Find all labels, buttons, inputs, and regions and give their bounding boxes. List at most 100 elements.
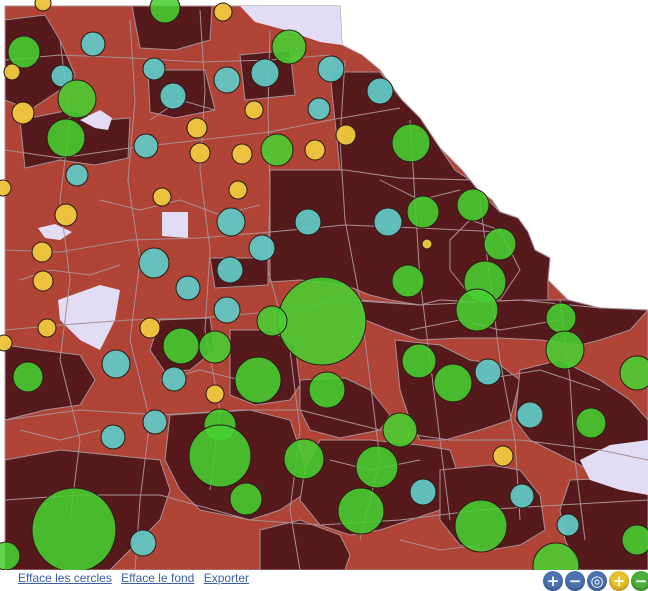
green-circle-marker[interactable] [277, 276, 367, 366]
green-circle-marker[interactable] [545, 330, 585, 370]
yellow-circle-marker[interactable] [152, 187, 172, 207]
proportional-circles[interactable] [0, 0, 648, 570]
plus-icon[interactable]: + [543, 571, 563, 591]
target-icon[interactable]: ◎ [587, 571, 607, 591]
green-circle-marker[interactable] [391, 123, 431, 163]
footer-links: Efface les cercles Efface le fond Export… [18, 571, 255, 585]
green-circle-marker[interactable] [433, 363, 473, 403]
yellow-circle-marker[interactable] [0, 179, 12, 197]
yellow-circle-marker[interactable] [32, 270, 54, 292]
map-canvas[interactable] [0, 0, 648, 570]
cyan-circle-marker[interactable] [80, 31, 106, 57]
cyan-circle-marker[interactable] [213, 296, 241, 324]
cyan-circle-marker[interactable] [556, 513, 580, 537]
cyan-circle-marker[interactable] [142, 57, 166, 81]
yellow-circle-marker[interactable] [0, 334, 13, 352]
yellow-circle-marker[interactable] [11, 101, 35, 125]
green-circle-marker[interactable] [337, 487, 385, 535]
yellow-circle-marker[interactable] [335, 124, 357, 146]
cyan-circle-marker[interactable] [213, 66, 241, 94]
green-circle-marker[interactable] [234, 356, 282, 404]
green-circle-marker[interactable] [454, 499, 508, 553]
cyan-circle-marker[interactable] [509, 483, 535, 509]
export-link[interactable]: Exporter [203, 571, 250, 585]
cyan-circle-marker[interactable] [474, 358, 502, 386]
green-circle-marker[interactable] [229, 482, 263, 516]
cyan-circle-marker[interactable] [248, 234, 276, 262]
yellow-circle-marker[interactable] [421, 238, 433, 250]
yellow-circle-marker[interactable] [213, 2, 233, 22]
cyan-circle-marker[interactable] [294, 208, 322, 236]
yellow-circle-marker[interactable] [54, 203, 78, 227]
green-circle-marker[interactable] [355, 445, 399, 489]
green-circle-marker[interactable] [532, 542, 580, 570]
green-circle-marker[interactable] [391, 264, 425, 298]
green-circle-marker[interactable] [575, 407, 607, 439]
green-circle-marker[interactable] [621, 524, 648, 556]
yellow-circle-marker[interactable] [189, 142, 211, 164]
cyan-circle-marker[interactable] [100, 424, 126, 450]
yellow-circle-marker[interactable] [31, 241, 53, 263]
clear-background-link[interactable]: Efface le fond [121, 571, 195, 585]
cyan-circle-marker[interactable] [129, 529, 157, 557]
green-circle-marker[interactable] [162, 327, 200, 365]
green-circle-marker[interactable] [149, 0, 181, 24]
cyan-circle-marker[interactable] [101, 349, 131, 379]
yellow-circle-marker[interactable] [3, 63, 21, 81]
green-circle-marker[interactable] [308, 371, 346, 409]
green-circle-marker[interactable] [198, 330, 232, 364]
green-circle-marker[interactable] [12, 361, 44, 393]
cyan-circle-marker[interactable] [138, 247, 170, 279]
green-circle-marker[interactable] [0, 541, 21, 570]
yellow-circle-marker[interactable] [37, 318, 57, 338]
cyan-circle-marker[interactable] [65, 163, 89, 187]
cyan-circle-marker[interactable] [142, 409, 168, 435]
cyan-circle-marker[interactable] [307, 97, 331, 121]
yellow-circle-marker[interactable] [205, 384, 225, 404]
green-circle-marker[interactable] [401, 343, 437, 379]
cyan-circle-marker[interactable] [175, 275, 201, 301]
green-circle-marker[interactable] [31, 487, 117, 570]
cyan-circle-marker[interactable] [216, 207, 246, 237]
green-circle-marker[interactable] [456, 188, 490, 222]
green-circle-marker[interactable] [619, 355, 648, 391]
choropleth-map[interactable] [0, 0, 648, 570]
clear-circles-link[interactable]: Efface les cercles [18, 571, 112, 585]
cyan-circle-marker[interactable] [317, 55, 345, 83]
green-circle-marker[interactable] [260, 133, 294, 167]
no-data-areas [38, 6, 648, 495]
minus-icon[interactable]: − [565, 571, 585, 591]
yellow-circle-marker[interactable] [34, 0, 52, 12]
yellow-circle-marker[interactable] [244, 100, 264, 120]
yellow-circle-marker[interactable] [139, 317, 161, 339]
green-circle-marker[interactable] [483, 227, 517, 261]
green-circle-marker[interactable] [57, 79, 97, 119]
cyan-circle-marker[interactable] [409, 478, 437, 506]
green-circle-marker[interactable] [455, 288, 499, 332]
zoom-out-icon[interactable]: − [631, 571, 648, 591]
green-circle-marker[interactable] [256, 305, 288, 337]
cyan-circle-marker[interactable] [516, 401, 544, 429]
yellow-circle-marker[interactable] [492, 445, 514, 467]
cyan-circle-marker[interactable] [366, 77, 394, 105]
cyan-circle-marker[interactable] [250, 58, 280, 88]
map-footer: Efface les cercles Efface le fond Export… [0, 570, 648, 591]
zoom-in-icon[interactable]: + [609, 571, 629, 591]
green-circle-marker[interactable] [46, 118, 86, 158]
cyan-circle-marker[interactable] [216, 256, 244, 284]
cyan-circle-marker[interactable] [161, 366, 187, 392]
cyan-circle-marker[interactable] [373, 207, 403, 237]
cyan-circle-marker[interactable] [133, 133, 159, 159]
green-circle-marker[interactable] [545, 302, 577, 334]
green-circle-marker[interactable] [406, 195, 440, 229]
yellow-circle-marker[interactable] [231, 143, 253, 165]
green-circle-marker[interactable] [188, 424, 252, 488]
yellow-circle-marker[interactable] [228, 180, 248, 200]
cyan-circle-marker[interactable] [159, 82, 187, 110]
green-circle-marker[interactable] [271, 29, 307, 65]
yellow-circle-marker[interactable] [304, 139, 326, 161]
green-circle-marker[interactable] [382, 412, 418, 448]
yellow-circle-marker[interactable] [186, 117, 208, 139]
green-circle-marker[interactable] [7, 35, 41, 69]
green-circle-marker[interactable] [283, 438, 325, 480]
